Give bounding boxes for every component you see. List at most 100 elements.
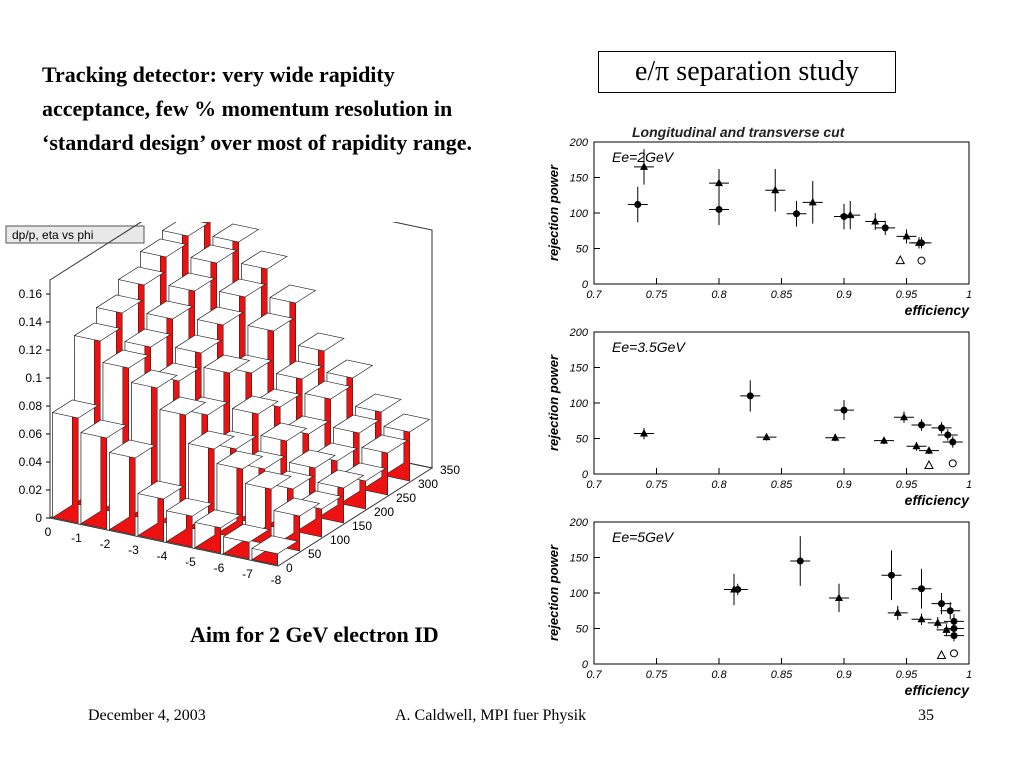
z-tick-label: 0.12 — [19, 343, 43, 357]
data-point — [931, 422, 952, 434]
eta-tick-label: -2 — [100, 537, 111, 551]
lego-bar — [222, 523, 270, 560]
data-point — [944, 622, 964, 635]
y-tick-label: 50 — [576, 434, 589, 446]
lego-bar — [137, 480, 185, 542]
lego-plot: dp/p, eta vs phi 0 0.02 0.04 0.06 0.08 0.1 0.1… — [0, 222, 548, 598]
x-tick-label: 0.8 — [711, 669, 727, 681]
energy-label: Ee=5GeV — [612, 529, 675, 545]
footer-author: A. Caldwell, MPI fuer Physik — [395, 707, 587, 724]
x-tick-label: 0.75 — [646, 669, 668, 681]
data-point — [906, 441, 927, 451]
z-tick-label: 0.16 — [19, 287, 43, 301]
y-tick-label: 150 — [570, 553, 589, 565]
x-tick-label: 0.75 — [646, 479, 668, 491]
footer-page: 35 — [918, 707, 934, 724]
phi-tick-label: 250 — [396, 491, 416, 505]
y-tick-label: 100 — [570, 588, 589, 600]
data-point — [834, 203, 854, 230]
panel-3-5gev: 0.7 0.75 0.8 0.85 0.9 0.95 1 0 50 100 150 200 Ee=3.5… — [546, 327, 972, 508]
data-point — [895, 255, 906, 265]
data-point — [927, 617, 948, 629]
data-point — [834, 400, 854, 421]
x-tick-label: 1 — [966, 289, 972, 301]
x-tick-label: 0.95 — [896, 669, 918, 681]
lego-bar — [51, 399, 99, 524]
z-tick-label: 0.08 — [19, 399, 43, 413]
x-tick-label: 0.8 — [711, 289, 727, 301]
data-point — [936, 649, 947, 659]
data-point — [911, 237, 932, 249]
data-point — [874, 436, 894, 445]
lego-bar — [194, 509, 242, 554]
data-point — [924, 459, 934, 469]
z-tick-label: 0.04 — [19, 455, 43, 469]
eta-tick-label: -8 — [271, 573, 282, 587]
z-tick-label: 0.1 — [25, 371, 42, 385]
x-axis-label: efficiency — [905, 492, 971, 508]
energy-label: Ee=2GeV — [612, 149, 675, 165]
study-title-box: e/π separation study — [598, 51, 896, 93]
eta-tick-label: -7 — [242, 567, 253, 581]
panel-frame — [593, 331, 970, 475]
panel-frame — [593, 141, 970, 285]
y-tick-label: 200 — [569, 517, 589, 529]
data-point — [911, 419, 932, 431]
aim-caption: Aim for 2 GeV electron ID — [190, 622, 439, 647]
x-tick-label: 0.85 — [771, 289, 793, 301]
x-tick-label: 1 — [966, 479, 972, 491]
data-point — [894, 411, 914, 423]
phi-tick-label: 300 — [418, 477, 438, 491]
data-point — [727, 583, 748, 596]
data-point — [740, 380, 761, 412]
y-tick-label: 100 — [570, 398, 589, 410]
eta-tick-label: -6 — [214, 561, 225, 575]
phi-tick-label: 50 — [308, 547, 322, 561]
data-point — [917, 256, 926, 265]
z-tick-label: 0.06 — [19, 427, 43, 441]
eta-tick-label: -4 — [157, 549, 168, 563]
data-point — [790, 536, 811, 586]
data-point — [865, 213, 886, 231]
data-point — [881, 550, 902, 601]
data-point — [911, 568, 932, 609]
z-tick-label: 0.14 — [19, 315, 43, 329]
x-tick-label: 0.7 — [586, 669, 602, 681]
lego-bar — [80, 419, 128, 530]
y-tick-label: 100 — [570, 208, 589, 220]
y-axis-label: rejection power — [546, 354, 561, 451]
data-point — [911, 613, 932, 625]
z-tick-label: 0.02 — [19, 483, 43, 497]
y-tick-label: 50 — [576, 244, 589, 256]
data-point — [919, 446, 939, 455]
data-point — [887, 605, 908, 620]
data-point — [627, 186, 648, 223]
data-point — [765, 168, 786, 212]
x-tick-label: 0.9 — [836, 479, 851, 491]
data-point — [896, 229, 917, 244]
y-tick-label: 150 — [570, 363, 589, 375]
data-point — [875, 220, 896, 236]
x-tick-label: 0.7 — [586, 479, 602, 491]
data-point — [786, 200, 807, 227]
rejection-panels: Longitudinal and transverse cut 0.7 0.75 0… — [546, 124, 972, 698]
data-point — [829, 583, 849, 613]
lego-bar — [108, 439, 156, 536]
panel-frame — [593, 521, 970, 665]
phi-tick-label: 100 — [330, 533, 350, 547]
y-tick-label: 50 — [576, 624, 589, 636]
panel-5gev: 0.7 0.75 0.8 0.85 0.9 0.95 1 0 50 100 150 200 Ee=5Ge… — [546, 517, 972, 698]
data-point — [802, 181, 823, 224]
intro-text: Tracking detector: very wide rapidity ac… — [42, 62, 473, 155]
x-tick-label: 0.85 — [771, 479, 793, 491]
data-point — [950, 649, 958, 658]
x-tick-label: 0.8 — [711, 479, 727, 491]
y-tick-label: 150 — [570, 173, 589, 185]
x-tick-label: 1 — [966, 669, 972, 681]
data-point — [709, 193, 729, 226]
x-tick-label: 0.9 — [836, 669, 851, 681]
x-tick-label: 0.9 — [836, 289, 851, 301]
data-point — [634, 149, 654, 185]
phi-tick-label: 350 — [440, 463, 460, 477]
